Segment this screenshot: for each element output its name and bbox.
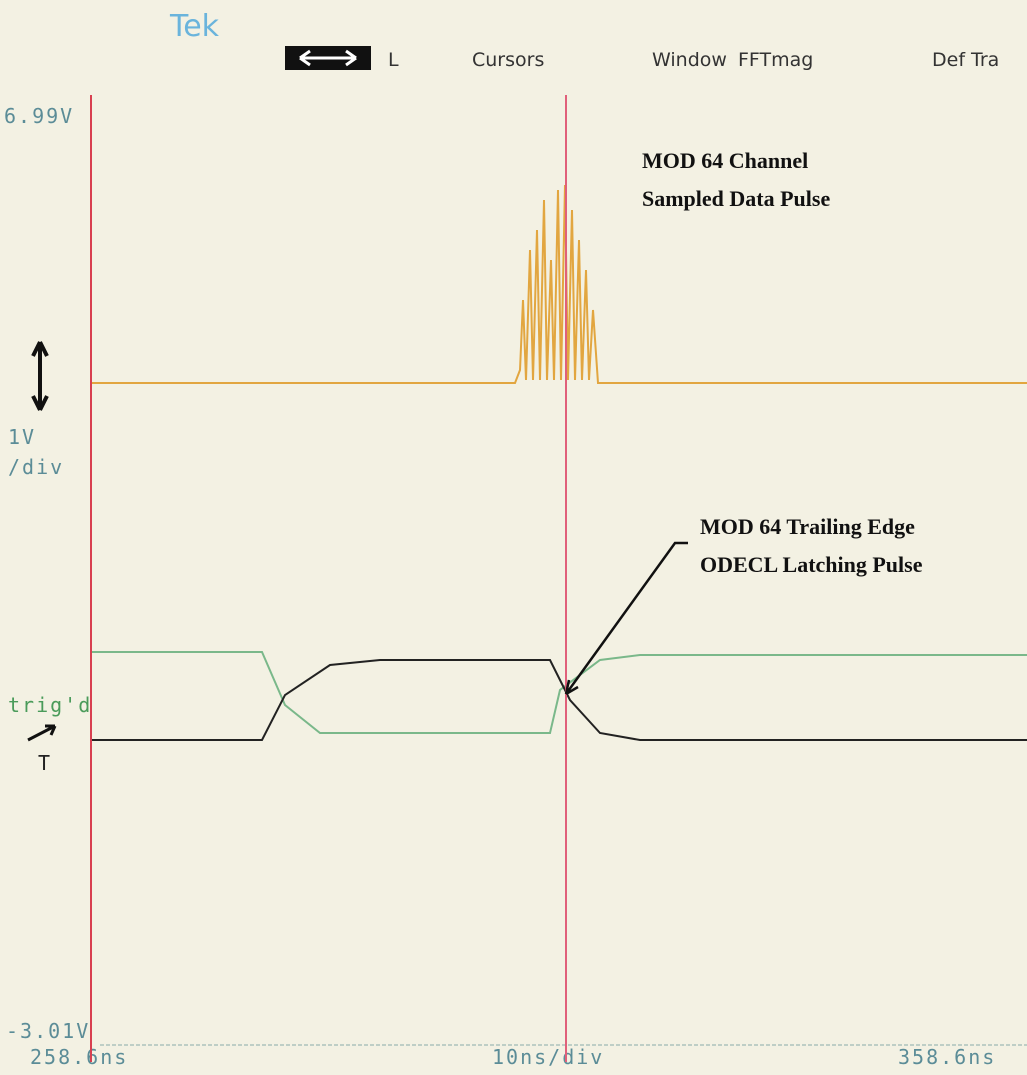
trigger-label: T	[38, 751, 52, 775]
menu-item[interactable]: FFTmag	[738, 49, 813, 71]
annotation: Sampled Data Pulse	[642, 186, 830, 211]
annotation: ODECL Latching Pulse	[700, 552, 923, 577]
menu-item[interactable]: Cursors	[472, 49, 544, 71]
annotation: MOD 64 Channel	[642, 148, 808, 173]
page: Tek L Cursors Window FFTmag Def Tra 6.99…	[0, 0, 1027, 1075]
top-voltage: 6.99V	[4, 104, 74, 128]
volts-per-div: 1V	[8, 425, 36, 449]
time-start: 258.6ns	[30, 1045, 128, 1069]
time-per-div: 10ns/div	[492, 1045, 604, 1069]
annotation: MOD 64 Trailing Edge	[700, 514, 915, 539]
scope-screen: Tek L Cursors Window FFTmag Def Tra 6.99…	[0, 0, 1027, 1075]
bottom-voltage: -3.01V	[6, 1019, 90, 1043]
time-end: 358.6ns	[898, 1045, 996, 1069]
menu-item[interactable]: Window	[652, 49, 727, 71]
brand: Tek	[169, 9, 220, 44]
menu-item[interactable]: L	[388, 49, 399, 71]
menu-item[interactable]: Def Tra	[932, 49, 999, 71]
trigger-status: trig'd	[8, 693, 92, 717]
volts-per-div: /div	[8, 455, 64, 479]
